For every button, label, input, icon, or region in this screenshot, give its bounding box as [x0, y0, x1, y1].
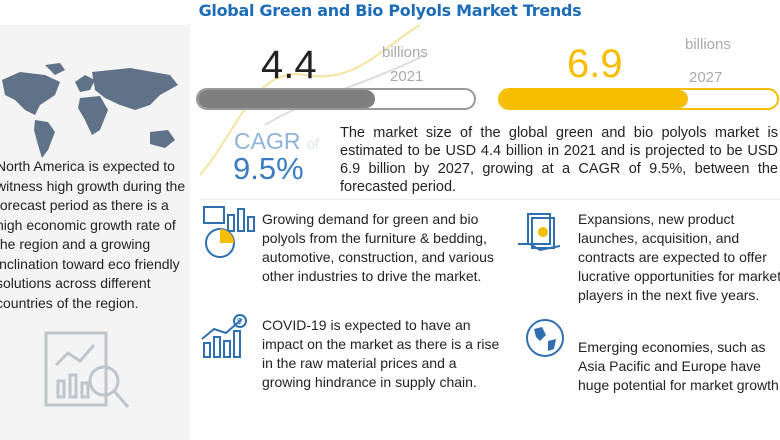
cagr-label: CAGR of: [234, 128, 319, 155]
cagr-text: CAGR: [234, 128, 301, 154]
page-title: Global Green and Bio Polyols Market Tren…: [198, 1, 582, 20]
market-summary: The market size of the global green and …: [340, 125, 778, 195]
market-value-2021: 4.4: [261, 43, 317, 87]
year-2021: 2021: [390, 68, 424, 85]
demand-chart-icon: [203, 206, 255, 258]
analytics-magnifier-icon: [44, 331, 130, 408]
divider: [200, 199, 780, 200]
money-hand-icon: [518, 213, 561, 252]
progress-bar-2021: [196, 88, 476, 110]
left-panel: North America is expected to witness hig…: [0, 25, 190, 440]
unit-2027: billions: [685, 36, 731, 53]
bullet-emerging: Emerging economies, such as Asia Pacific…: [578, 339, 780, 393]
cagr-of: of: [306, 136, 320, 153]
unit-2021: billions: [382, 44, 428, 61]
covid-price-chart-icon: $: [201, 314, 247, 358]
globe-icon: [526, 319, 564, 357]
market-value-2027: 6.9: [567, 42, 623, 86]
north-america-text: North America is expected to witness hig…: [0, 158, 186, 311]
bullet-covid: COVID-19 is expected to have an impact o…: [262, 317, 500, 390]
world-map-icon: [2, 63, 178, 158]
bullet-expansions: Expansions, new product launches, acquis…: [578, 211, 780, 303]
svg-text:$: $: [237, 317, 242, 326]
bullet-demand: Growing demand for green and bio polyols…: [262, 211, 494, 284]
cagr-value: 9.5%: [233, 151, 304, 186]
progress-fill-2027: [500, 90, 689, 108]
progress-bar-2027: [498, 88, 779, 110]
year-2027: 2027: [689, 69, 723, 86]
progress-fill-2021: [198, 90, 375, 108]
